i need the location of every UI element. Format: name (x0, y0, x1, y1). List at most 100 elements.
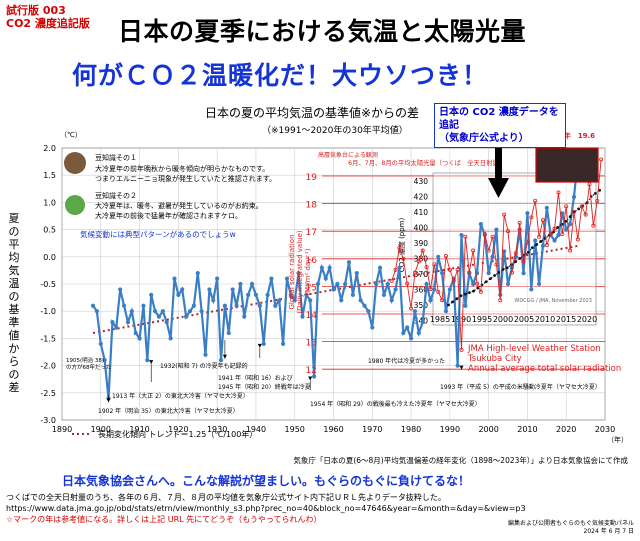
solar-point (513, 251, 518, 256)
y-axis-label-char: 差 (9, 380, 20, 394)
solar-point (428, 287, 433, 292)
co2-point (455, 297, 459, 301)
y-axis-label-char: の (9, 290, 20, 303)
x-tick-label: 1900 (91, 425, 111, 434)
temperature-point (447, 287, 452, 292)
solar-point (587, 182, 592, 187)
trivia-2-line2: 大冷夏年の前後で猛暑年が確認されますケロ。 (95, 211, 242, 220)
temperature-point (226, 330, 231, 336)
y-axis-label-char: の (9, 368, 20, 381)
temperature-point (416, 330, 421, 336)
y-tick-label: -2.0 (40, 362, 56, 371)
grid-lines (61, 147, 606, 421)
temperature-point (366, 309, 371, 314)
edition-label: 試行版 003 (6, 4, 66, 17)
x-tick-label: 1990 (440, 425, 460, 434)
solar-point (591, 223, 596, 228)
jma-note-line: Tsukuba City (467, 354, 522, 364)
temperature-point (114, 325, 119, 330)
temperature-point (432, 287, 437, 292)
temperature-point (184, 314, 189, 319)
solar-point (455, 267, 460, 272)
co2-tick-label: 380 (414, 255, 429, 264)
arrow-head-icon (149, 360, 154, 365)
solar-point (475, 281, 480, 286)
temperature-point (121, 303, 127, 308)
co2-point (568, 215, 572, 219)
inset-year-label: 2010 (535, 315, 555, 324)
temperature-point (397, 265, 402, 270)
temperature-point (401, 330, 406, 336)
temperature-point (471, 281, 476, 287)
solar-point (494, 262, 499, 267)
note-1932: 1932(昭和 7) の冷夏年も記録的 (160, 362, 248, 370)
jma-note-line: JMA High-level Weather Station (467, 344, 601, 354)
solar-point (540, 218, 545, 223)
inset-year-label: 2005 (514, 315, 534, 324)
footer-url[interactable]: https://www.data.jma.go.jp/obd/stats/etr… (6, 504, 526, 513)
temperature-point (102, 358, 107, 363)
note-1941: 1941 年（昭和 16）および (218, 374, 293, 382)
temperature-point (408, 336, 414, 341)
main-title: 日本の夏季における気温と太陽光量 (118, 17, 527, 46)
note-1905: 1905(明治 38) (66, 356, 104, 364)
temperature-point (191, 303, 196, 308)
temperature-point (420, 319, 425, 325)
temperature-point (156, 314, 162, 319)
co2-point (501, 267, 505, 271)
temperature-point (129, 309, 134, 314)
temperature-point (160, 309, 165, 314)
solar-point (498, 298, 503, 303)
solar-point (393, 267, 398, 272)
solar-point (405, 281, 410, 286)
co2-point (505, 266, 509, 270)
temperature-point (203, 352, 208, 357)
co2-tick-label: 420 (414, 193, 429, 202)
trivia-1-title: 豆知識その１ (95, 153, 137, 162)
y-tick-label: -0.5 (40, 280, 56, 289)
solar-point (451, 278, 456, 283)
temperature-point (370, 325, 375, 330)
solar-title: 6月、7月、8月の平均太陽光量（つくば 全天日射量） (348, 158, 505, 167)
y-tick-label: 1.0 (43, 198, 56, 207)
co2-tick-label: 370 (414, 270, 429, 279)
footer-note-1: つくばでの全天日射量のうち、各年の６月、７月、８月の平均値を気象庁公式サイト内下… (6, 493, 446, 502)
temperature-point (242, 314, 247, 319)
solar-point (440, 298, 445, 303)
chart-subtitle: （※1991～2020年の30年平均値） (262, 126, 408, 136)
y-unit-label: （℃） (60, 131, 82, 139)
solar-point (420, 248, 425, 253)
co2-point (451, 300, 454, 304)
solar-point (432, 262, 437, 267)
temperature-point (300, 314, 305, 319)
temperature-point (277, 298, 282, 303)
arrow-head-icon (459, 365, 464, 370)
temperature-point (176, 292, 181, 297)
temperature-point (168, 336, 173, 341)
temperature-point (238, 281, 243, 287)
y-tick-label: 0.0 (43, 253, 56, 262)
solar-point (463, 234, 468, 239)
co2-tick-label: 400 (414, 224, 429, 233)
temperature-point (544, 205, 549, 210)
note-1902: 1902 年（明治 35）の東北大冷害（ヤマセ大冷夏） (98, 407, 239, 415)
temperature-point (261, 341, 266, 346)
temperature-point (288, 292, 293, 297)
solar-point (568, 248, 573, 253)
y-axis-label-char: 値 (9, 329, 20, 342)
x-tick-label: 1930 (207, 425, 227, 434)
co2-point (493, 274, 496, 277)
solar-tick-label: 15 (306, 283, 317, 293)
co2-point (463, 292, 467, 296)
x-tick-label: 2010 (517, 425, 537, 434)
solar-point (583, 212, 588, 217)
co2-point (594, 192, 597, 195)
arrow-head-icon (257, 343, 262, 348)
inset-year-label: 1985 (430, 315, 450, 324)
co2-axis-label: CO2 濃度 (ppm) (397, 217, 406, 272)
solar-point (459, 347, 464, 352)
solar-point (397, 245, 402, 250)
temperature-point (222, 303, 227, 308)
temperature-point (218, 358, 224, 363)
y-axis-label-char: ら (9, 355, 20, 368)
